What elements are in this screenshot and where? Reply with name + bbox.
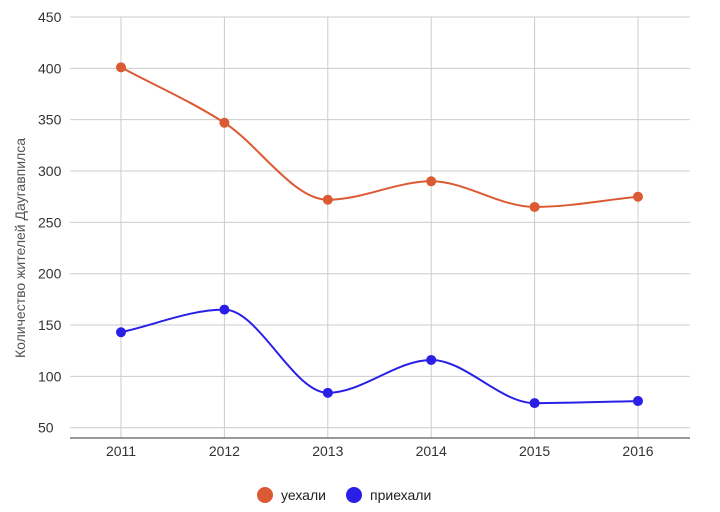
data-point — [219, 304, 230, 315]
y-tick-label: 300 — [38, 163, 62, 179]
legend-label: приехали — [370, 487, 431, 503]
x-tick-label: 2014 — [416, 443, 447, 459]
x-tick-label: 2016 — [622, 443, 653, 459]
y-tick-label: 150 — [38, 317, 62, 333]
data-point — [426, 176, 437, 187]
data-point — [633, 396, 643, 407]
data-point — [219, 117, 230, 128]
series-line-1 — [120, 308, 639, 405]
y-tick-label: 350 — [38, 112, 62, 128]
y-tick-label: 100 — [38, 368, 62, 384]
series-line-0 — [120, 66, 639, 208]
data-point — [322, 387, 333, 398]
legend-marker — [346, 487, 362, 503]
data-point — [426, 354, 437, 365]
x-tick-label: 2012 — [209, 443, 240, 459]
y-tick-label: 450 — [38, 9, 62, 25]
x-tick-label: 2015 — [519, 443, 550, 459]
legend: уехали приехали — [257, 487, 431, 503]
x-tick-labels: 2011 2012 2013 2014 2015 2016 — [106, 443, 654, 459]
data-point — [322, 194, 333, 205]
legend-label: уехали — [281, 487, 326, 503]
y-tick-label: 250 — [38, 214, 62, 230]
data-point — [529, 398, 540, 409]
grid — [70, 16, 690, 439]
y-tick-labels: 50 100 150 200 250 300 350 400 450 — [38, 9, 62, 436]
data-point — [633, 191, 643, 202]
x-tick-label: 2013 — [312, 443, 343, 459]
x-tick-label: 2011 — [106, 443, 136, 459]
y-tick-label: 200 — [38, 266, 62, 282]
y-axis-title: Количество жителей Даугавпилса — [12, 138, 28, 358]
y-tick-label: 50 — [38, 420, 54, 436]
series — [116, 62, 643, 409]
data-point — [116, 62, 126, 73]
y-tick-label: 400 — [38, 60, 62, 76]
data-point — [529, 201, 540, 212]
data-point — [116, 327, 126, 338]
legend-marker — [257, 487, 273, 503]
